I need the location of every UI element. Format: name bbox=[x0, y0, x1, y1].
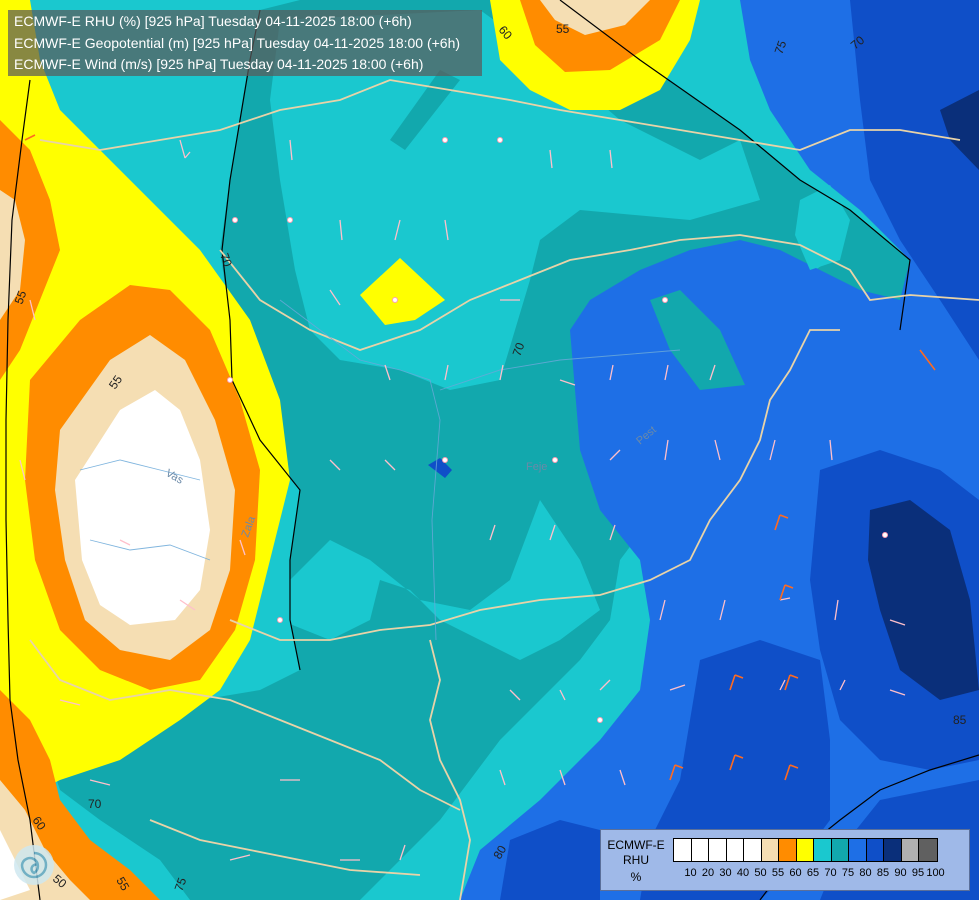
place-label: Feje bbox=[526, 461, 547, 473]
rivers bbox=[79, 299, 681, 641]
legend-tick-label: 95 bbox=[911, 867, 925, 879]
rhu-85-area-ne bbox=[850, 0, 979, 360]
legend-tick-label: 70 bbox=[824, 867, 837, 879]
legend-tick-label: 80 bbox=[859, 867, 872, 879]
legend-tick-label: 20 bbox=[701, 867, 715, 879]
contour-label: 55 bbox=[113, 875, 132, 894]
legend-tick-label: 50 bbox=[754, 867, 767, 879]
title-geopotential: ECMWF-E Geopotential (m) [925 hPa] Tuesd… bbox=[14, 35, 461, 51]
legend-swatch bbox=[726, 839, 744, 861]
legend-tick-label: 55 bbox=[771, 867, 785, 879]
legend-title-var: RHU bbox=[623, 853, 649, 867]
wind-barbs-strong bbox=[24, 134, 936, 781]
legend-swatch bbox=[919, 839, 937, 861]
legend-tick-label: 85 bbox=[876, 867, 890, 879]
legend-swatch bbox=[796, 839, 814, 861]
contour-label: 70 bbox=[217, 251, 235, 269]
legend-swatch bbox=[866, 839, 884, 861]
rhu-85-area-bottom bbox=[500, 820, 600, 900]
legend-swatch bbox=[744, 839, 762, 861]
contour-label: 75 bbox=[772, 38, 790, 56]
rhu-60-band-nw bbox=[0, 120, 60, 380]
legend-swatch bbox=[691, 839, 709, 861]
swirl-logo bbox=[20, 851, 48, 879]
contour-label: 75 bbox=[172, 875, 190, 893]
rhu-50-area-center bbox=[75, 390, 210, 625]
rhu-75-intrusion bbox=[650, 290, 745, 390]
rhu-70-pocket-south bbox=[280, 500, 600, 660]
logo-icon bbox=[14, 845, 54, 885]
rhu-85-dot-center bbox=[428, 458, 452, 478]
legend-swatch bbox=[831, 839, 849, 861]
rhu-55-band-north bbox=[540, 0, 650, 35]
legend-unit: % bbox=[630, 870, 642, 884]
legend-swatch bbox=[674, 839, 692, 861]
legend-swatch bbox=[779, 839, 797, 861]
title-rhu: ECMWF-E RHU (%) [925 hPa] Tuesday 04-11-… bbox=[14, 13, 412, 29]
legend-tick-label: 60 bbox=[789, 867, 802, 879]
legend-swatch bbox=[814, 839, 832, 861]
legend-tick-label: 40 bbox=[736, 867, 750, 879]
rhu-90-area-ne bbox=[940, 90, 979, 170]
country-borders bbox=[29, 79, 979, 900]
legend-swatch bbox=[884, 839, 902, 861]
legend-title-model: ECMWF-E bbox=[607, 838, 665, 852]
calm-circles bbox=[227, 137, 888, 723]
contour-label: 70 bbox=[510, 340, 528, 358]
contour-label: 55 bbox=[12, 288, 30, 306]
legend-tick-label: 90 bbox=[894, 867, 907, 879]
rhu-55-band-nw bbox=[0, 190, 25, 320]
legend-tick-label: 30 bbox=[719, 867, 732, 879]
contour-label: 80 bbox=[490, 843, 509, 862]
contour-label: 85 bbox=[953, 713, 967, 727]
rhu-75-area bbox=[50, 0, 910, 900]
color-legend: ECMWF-E RHU % 10 20 30 40 50 55 60 65 70 75 80 85 90… bbox=[600, 829, 970, 891]
map-title-box: ECMWF-E RHU (%) [925 hPa] Tuesday 04-11-… bbox=[8, 10, 482, 76]
legend-ticks: 10 20 30 40 50 55 60 65 70 75 80 85 90 95 100 bbox=[673, 867, 973, 883]
contour-label: 55 bbox=[556, 22, 570, 36]
legend-swatch bbox=[849, 839, 867, 861]
legend-swatch bbox=[709, 839, 727, 861]
legend-tick-label: 75 bbox=[841, 867, 855, 879]
legend-swatches bbox=[673, 838, 938, 862]
rhu-75-strip-north bbox=[390, 70, 460, 150]
legend-tick-label: 65 bbox=[806, 867, 820, 879]
legend-tick-label: 100 bbox=[926, 867, 945, 879]
rhu-90-area bbox=[868, 500, 979, 700]
title-wind: ECMWF-E Wind (m/s) [925 hPa] Tuesday 04-… bbox=[14, 56, 424, 72]
legend-swatch bbox=[901, 839, 919, 861]
legend-swatch bbox=[761, 839, 779, 861]
rhu-65-pocket-center bbox=[360, 258, 445, 325]
legend-tick-label: 10 bbox=[684, 867, 697, 879]
wind-barbs bbox=[19, 139, 906, 861]
contour-label: 70 bbox=[88, 797, 102, 811]
